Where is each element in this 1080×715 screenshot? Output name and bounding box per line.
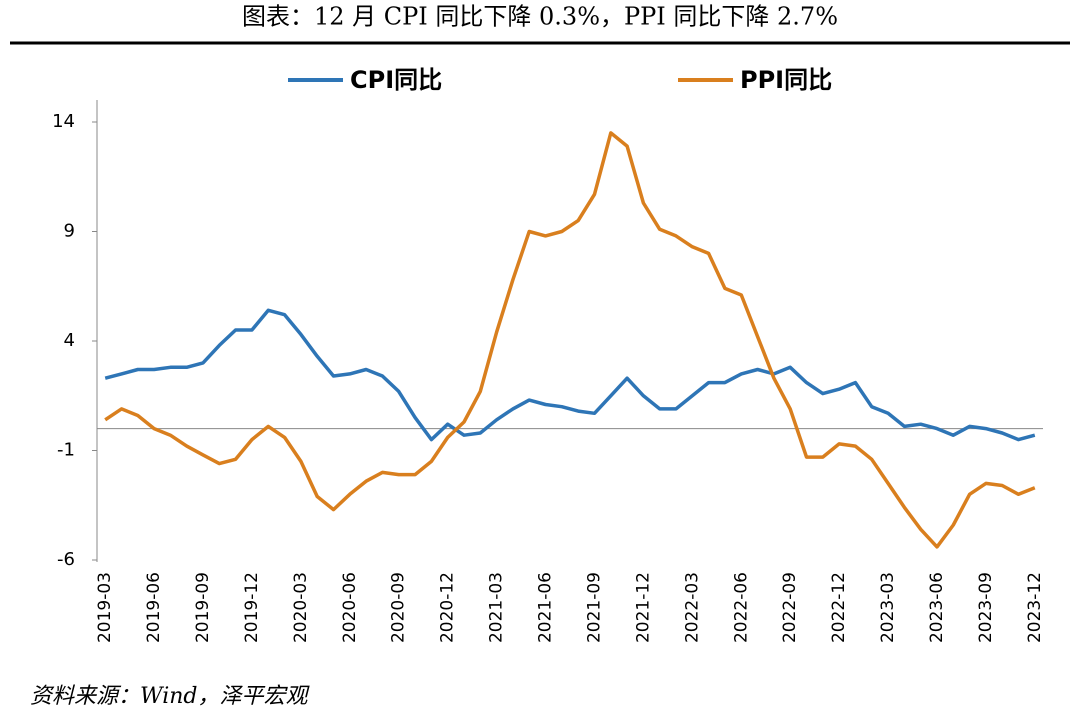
x-tick-label: 2023-12 (1025, 572, 1045, 643)
line-series (104, 308, 1036, 442)
y-tick-label: 14 (52, 111, 75, 132)
x-tick-label: 2021-12 (633, 572, 653, 643)
x-tick-label: 2022-09 (780, 572, 800, 643)
legend-label: PPI同比 (740, 66, 832, 94)
x-tick-label: 2020-09 (389, 572, 409, 643)
y-tick-label: -1 (57, 440, 75, 461)
x-tick-label: 2020-06 (340, 572, 360, 643)
line-series (104, 131, 1036, 549)
source-note: 资料来源：Wind，泽平宏观 (30, 684, 311, 709)
y-tick-label: 9 (64, 221, 75, 242)
x-tick-label: 2021-09 (584, 572, 604, 643)
x-tick-label: 2023-09 (976, 572, 996, 643)
x-tick-label: 2022-06 (731, 572, 751, 643)
chart-title: 图表：12 月 CPI 同比下降 0.3%，PPI 同比下降 2.7% (242, 3, 838, 31)
x-tick-label: 2023-06 (927, 572, 947, 643)
x-tick-label: 2020-03 (291, 572, 311, 643)
y-tick-label: -6 (57, 549, 75, 570)
y-tick-label: 4 (64, 330, 75, 351)
x-tick-label: 2019-09 (193, 572, 213, 643)
x-tick-label: 2019-12 (242, 572, 262, 643)
x-tick-label: 2022-12 (829, 572, 849, 643)
x-tick-label: 2022-03 (682, 572, 702, 643)
x-tick-label: 2023-03 (878, 572, 898, 643)
x-tick-label: 2020-12 (438, 572, 458, 643)
legend-label: CPI同比 (350, 66, 442, 94)
x-tick-label: 2021-03 (487, 572, 507, 643)
x-tick-label: 2021-06 (536, 572, 556, 643)
x-tick-label: 2019-03 (95, 572, 115, 643)
x-tick-label: 2019-06 (144, 572, 164, 643)
